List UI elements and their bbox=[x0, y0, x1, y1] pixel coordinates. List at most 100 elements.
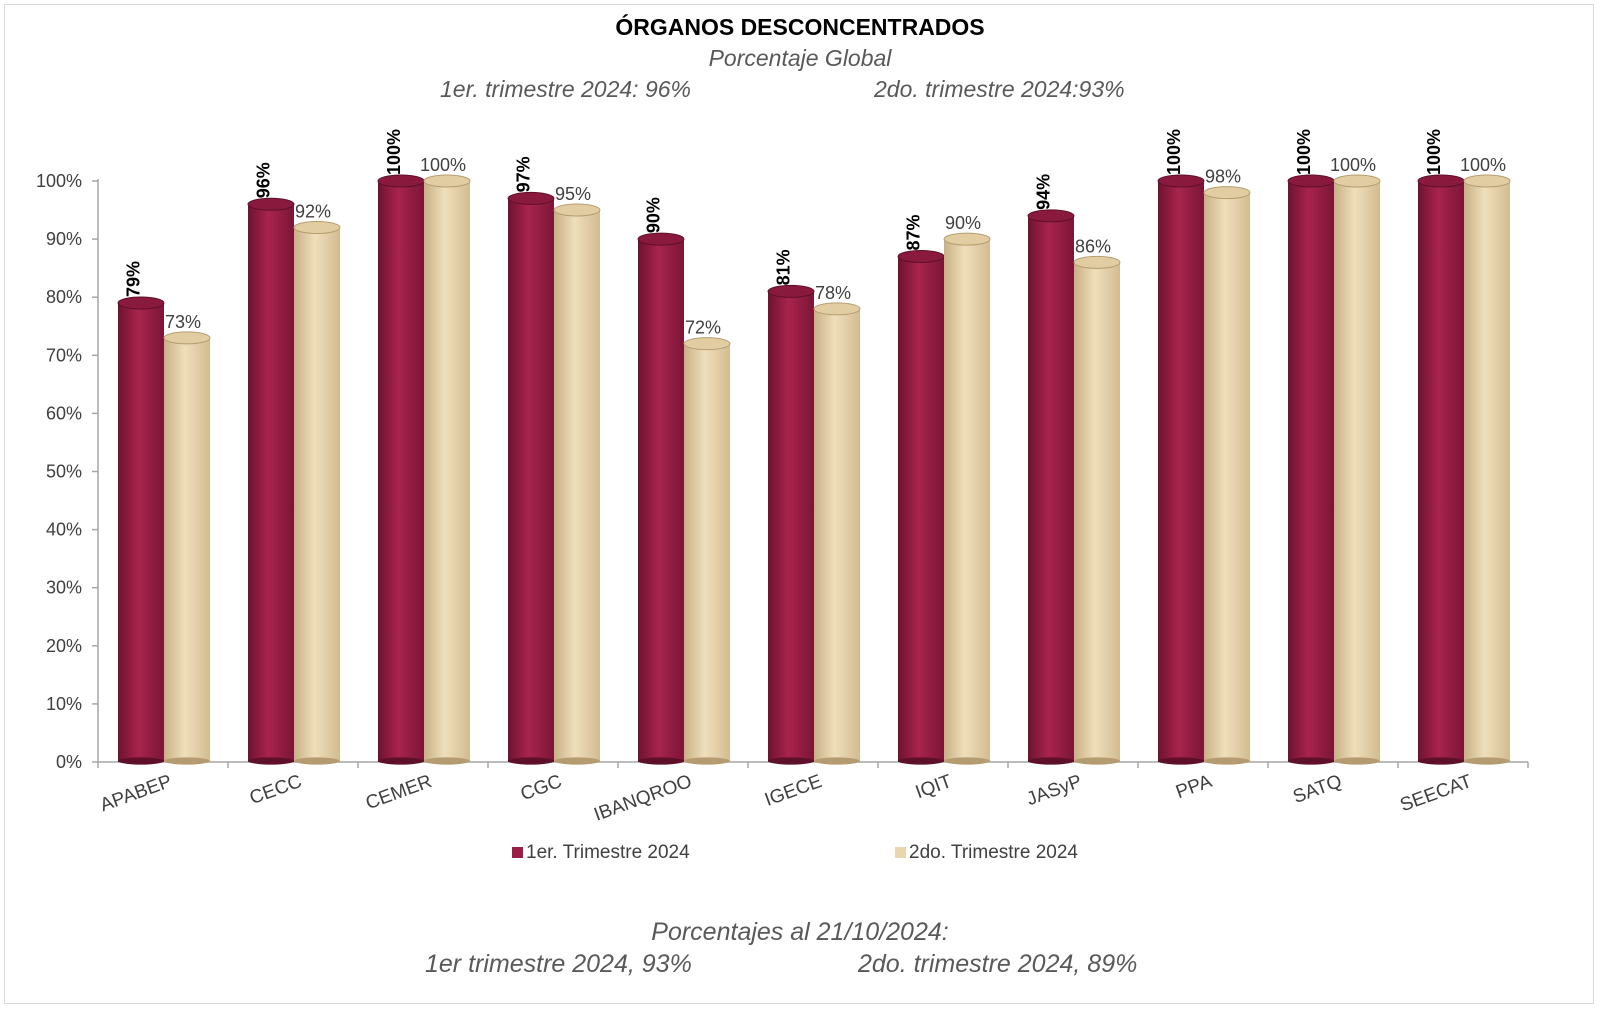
x-category-label: APABEP bbox=[97, 771, 174, 816]
bar-series1-body bbox=[248, 204, 294, 763]
y-tick-label: 60% bbox=[46, 403, 82, 423]
legend-label-series2: 2do. Trimestre 2024 bbox=[909, 842, 1078, 863]
x-category-label: IBANQROO bbox=[591, 771, 694, 826]
bar-series1 bbox=[897, 250, 945, 765]
bar-series2-base bbox=[294, 757, 340, 765]
data-label-series1: 97% bbox=[514, 156, 534, 192]
bar-series1-cap bbox=[377, 174, 425, 188]
bar-series2-cap bbox=[553, 203, 601, 217]
bar-series1-cap bbox=[507, 191, 555, 205]
data-label-series2: 78% bbox=[815, 283, 851, 303]
bar-series1-body bbox=[768, 291, 814, 762]
bar-series1-cap bbox=[637, 232, 685, 246]
bar-series2-cap bbox=[163, 331, 211, 345]
bar-series2 bbox=[1333, 174, 1381, 765]
bar-series1-body bbox=[378, 181, 424, 762]
bar-series1-base bbox=[768, 757, 814, 765]
bar-series1-body bbox=[1288, 181, 1334, 762]
bar-series1-body bbox=[1418, 181, 1464, 762]
y-tick-label: 20% bbox=[46, 636, 82, 656]
bar-series2 bbox=[1463, 174, 1511, 765]
bar-series2-body bbox=[1334, 181, 1380, 762]
data-label-series2: 100% bbox=[420, 155, 466, 175]
legend-swatch-series2 bbox=[895, 847, 906, 858]
bar-series2-cap bbox=[423, 174, 471, 188]
x-category-label: PPA bbox=[1173, 771, 1215, 803]
x-category-label: IGECE bbox=[762, 771, 825, 811]
summary-q1: 1er. trimestre 2024: 96% bbox=[440, 76, 691, 102]
bar-series2-base bbox=[944, 757, 990, 765]
chart-subtitle: Porcentaje Global bbox=[708, 45, 892, 71]
x-category-label: SEECAT bbox=[1397, 771, 1475, 816]
bar-series2 bbox=[1203, 186, 1251, 765]
bar-series1-cap bbox=[117, 296, 165, 310]
data-label-series2: 98% bbox=[1205, 167, 1241, 187]
bar-series1-body bbox=[1028, 215, 1074, 763]
data-label-series1: 100% bbox=[1294, 129, 1314, 175]
bar-series2 bbox=[163, 331, 211, 765]
bar-series1 bbox=[1157, 174, 1205, 765]
bar-series2-body bbox=[1074, 262, 1120, 762]
bar-series2 bbox=[943, 232, 991, 765]
data-label-series2: 92% bbox=[295, 201, 331, 221]
y-tick-label: 30% bbox=[46, 578, 82, 598]
bar-series2-base bbox=[684, 757, 730, 765]
data-label-series2: 73% bbox=[165, 312, 201, 332]
bar-series1-base bbox=[1418, 757, 1464, 765]
bar-series1-cap bbox=[767, 284, 815, 298]
bar-series2-base bbox=[554, 757, 600, 765]
data-label-series1: 100% bbox=[384, 129, 404, 175]
bar-series2-cap bbox=[293, 220, 341, 234]
summary-q2: 2do. trimestre 2024:93% bbox=[874, 76, 1125, 102]
bar-series2 bbox=[683, 337, 731, 765]
bar-series1-base bbox=[898, 757, 944, 765]
data-label-series1: 94% bbox=[1034, 174, 1054, 210]
footer-q1: 1er trimestre 2024, 93% bbox=[425, 950, 692, 978]
footer-q2: 2do. trimestre 2024, 89% bbox=[858, 950, 1138, 978]
bar-series1-cap bbox=[247, 197, 295, 211]
data-label-series2: 100% bbox=[1460, 155, 1506, 175]
bar-series2 bbox=[553, 203, 601, 765]
legend-swatch-series1 bbox=[512, 847, 523, 858]
bar-series1-base bbox=[248, 757, 294, 765]
bar-series2-base bbox=[424, 757, 470, 765]
bar-series2-body bbox=[294, 227, 340, 763]
bar-series1 bbox=[1287, 174, 1335, 765]
bar-series1 bbox=[507, 191, 555, 765]
data-label-series1: 81% bbox=[774, 249, 794, 285]
data-label-series2: 95% bbox=[555, 184, 591, 204]
bar-series2-body bbox=[164, 337, 210, 762]
bar-series1-cap bbox=[1157, 174, 1205, 188]
x-category-label: CGC bbox=[518, 771, 565, 805]
bar-series2-body bbox=[1464, 181, 1510, 762]
bar-series2-base bbox=[1204, 757, 1250, 765]
bar-series1-base bbox=[508, 757, 554, 765]
bar-series1 bbox=[377, 174, 425, 765]
bar-series1 bbox=[637, 232, 685, 765]
data-label-series2: 72% bbox=[685, 318, 721, 338]
bar-series2 bbox=[423, 174, 471, 765]
bar-series2-body bbox=[1204, 192, 1250, 762]
bar-series1-base bbox=[378, 757, 424, 765]
bar-series1-base bbox=[1158, 757, 1204, 765]
bar-series2 bbox=[293, 220, 341, 765]
x-category-label: IQIT bbox=[913, 771, 955, 804]
data-label-series1: 87% bbox=[904, 214, 924, 250]
data-label-series2: 90% bbox=[945, 213, 981, 233]
bar-series1 bbox=[1417, 174, 1465, 765]
x-category-label: CECC bbox=[247, 771, 305, 809]
bar-series1-base bbox=[1028, 757, 1074, 765]
bar-series2-cap bbox=[683, 337, 731, 351]
bar-series2-cap bbox=[943, 232, 991, 246]
data-label-series1: 90% bbox=[644, 197, 664, 233]
data-label-series2: 86% bbox=[1075, 236, 1111, 256]
legend-label-series1: 1er. Trimestre 2024 bbox=[526, 842, 690, 863]
bar-series2-body bbox=[424, 181, 470, 762]
bar-series1 bbox=[1027, 209, 1075, 765]
bar-series2-cap bbox=[1203, 186, 1251, 200]
bar-series1-cap bbox=[1417, 174, 1465, 188]
bar-series1 bbox=[247, 197, 295, 765]
bar-series2-cap bbox=[1333, 174, 1381, 188]
bar-series1-body bbox=[638, 239, 684, 763]
y-tick-label: 0% bbox=[56, 752, 82, 772]
